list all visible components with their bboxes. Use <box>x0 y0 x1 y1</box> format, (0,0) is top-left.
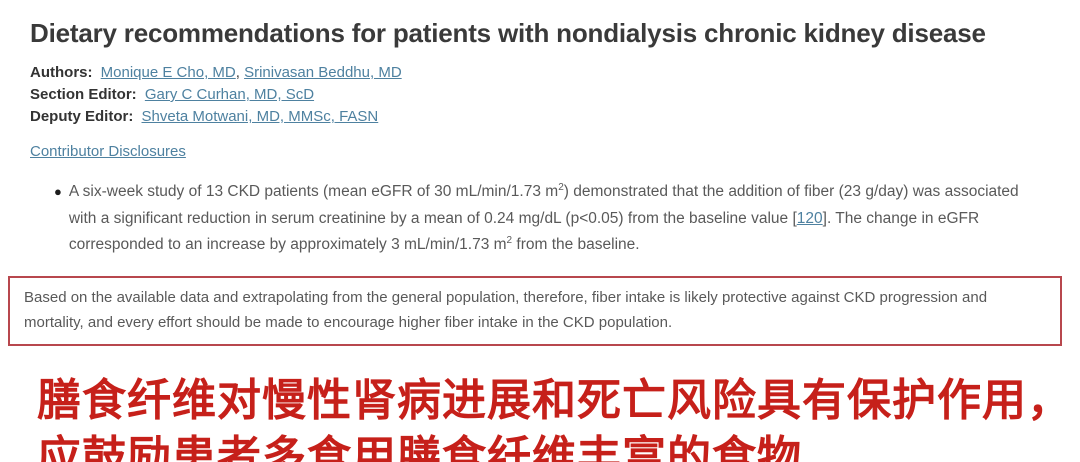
chinese-annotation: 膳食纤维对慢性肾病进展和死亡风险具有保护作用， 应鼓励患者多食用膳食纤维丰富的食… <box>37 372 1072 462</box>
study-bullet-item: ● A six-week study of 13 CKD patients (m… <box>30 179 1035 259</box>
article-page: Dietary recommendations for patients wit… <box>0 18 1080 462</box>
bullet-text-part3: ]. The change in eGFR corresponded to an… <box>68 209 980 254</box>
author-separator: , <box>235 64 240 81</box>
reference-120-link[interactable]: 120 <box>796 209 823 227</box>
authors-row: Authors: Monique E Cho, MD, Srinivasan B… <box>30 62 1050 84</box>
page-title: Dietary recommendations for patients wit… <box>30 18 986 48</box>
deputy-editor-label: Deputy Editor: <box>30 108 134 125</box>
annotation-line-2: 应鼓励患者多食用膳食纤维丰富的食物 <box>37 431 802 462</box>
contributor-disclosures-row: Contributor Disclosures <box>30 143 1050 160</box>
bullet-text-part4: from the baseline. <box>512 236 640 253</box>
highlighted-conclusion-box: Based on the available data and extrapol… <box>8 275 1062 346</box>
contributor-disclosures-link[interactable]: Contributor Disclosures <box>30 143 186 160</box>
superscript-2: 2 <box>506 234 513 246</box>
section-editor-label: Section Editor: <box>30 86 137 103</box>
bullet-text-part2: ) demonstrated that the addition of fibe… <box>68 183 1019 227</box>
deputy-editor-link[interactable]: Shveta Motwani, MD, MMSc, FASN <box>141 108 379 125</box>
byline: Authors: Monique E Cho, MD, Srinivasan B… <box>30 62 1050 128</box>
author-link-beddhu[interactable]: Srinivasan Beddhu, MD <box>244 64 402 81</box>
authors-label: Authors: <box>30 64 93 81</box>
annotation-line-1: 膳食纤维对慢性肾病进展和死亡风险具有保护作用， <box>37 374 1072 426</box>
deputy-editor-row: Deputy Editor: Shveta Motwani, MD, MMSc,… <box>30 106 1050 128</box>
superscript-2: 2 <box>558 181 564 193</box>
section-editor-link[interactable]: Gary C Curhan, MD, ScD <box>144 86 315 103</box>
study-bullet-text: A six-week study of 13 CKD patients (mea… <box>69 179 1035 259</box>
section-editor-row: Section Editor: Gary C Curhan, MD, ScD <box>30 84 1050 106</box>
bullet-icon: ● <box>54 184 62 199</box>
author-link-cho[interactable]: Monique E Cho, MD <box>100 64 236 81</box>
bullet-text-part1: A six-week study of 13 CKD patients (mea… <box>68 183 559 200</box>
